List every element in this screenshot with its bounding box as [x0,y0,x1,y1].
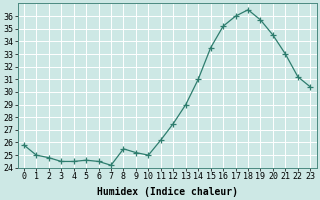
X-axis label: Humidex (Indice chaleur): Humidex (Indice chaleur) [97,186,237,197]
